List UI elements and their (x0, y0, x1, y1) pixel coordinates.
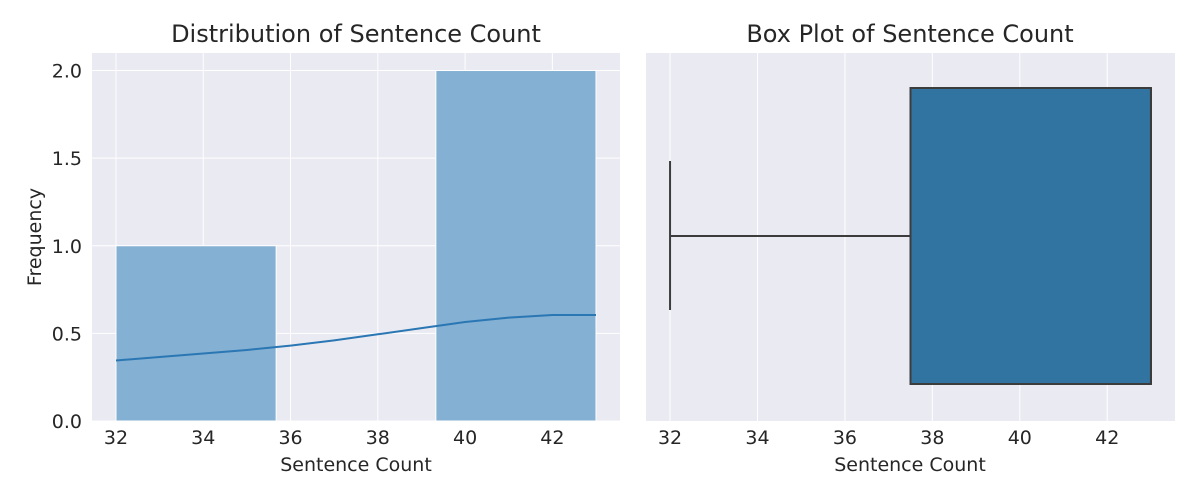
histogram-bar (435, 70, 597, 422)
boxplot-x-tick-label: 32 (658, 427, 682, 449)
histogram-y-tick-label: 2.0 (52, 61, 82, 83)
histogram-y-tick-label: 1.0 (52, 236, 82, 258)
box (909, 87, 1152, 385)
boxplot-x-tick-label: 42 (1095, 427, 1119, 449)
histogram-x-tick-labels: 32 34 36 38 40 42 (104, 427, 565, 449)
boxplot-x-tick-label: 36 (833, 427, 857, 449)
histogram-x-tick-label: 42 (540, 427, 564, 449)
histogram-x-tick-label: 34 (191, 427, 215, 449)
histogram-x-tick-label: 32 (104, 427, 128, 449)
boxplot-x-tick-label: 34 (745, 427, 769, 449)
boxplot-x-tick-label: 40 (1008, 427, 1032, 449)
histogram-x-axis-label: Sentence Count (280, 454, 432, 476)
histogram-bar (115, 245, 277, 422)
histogram-x-tick-label: 36 (278, 427, 302, 449)
boxplot-title: Box Plot of Sentence Count (746, 20, 1073, 48)
kde-line (115, 314, 596, 362)
boxplot-elements (669, 87, 1152, 385)
histogram-x-tick-label: 40 (453, 427, 477, 449)
histogram-x-tick-label: 38 (366, 427, 390, 449)
boxplot-x-axis-label: Sentence Count (834, 454, 986, 476)
histogram-bars (115, 70, 597, 422)
boxplot-x-tick-labels: 32 34 36 38 40 42 (658, 427, 1119, 449)
histogram-y-tick-label: 0.0 (52, 411, 82, 433)
histogram-title: Distribution of Sentence Count (171, 20, 541, 48)
histogram-y-tick-label: 1.5 (52, 148, 82, 170)
boxplot-panel: 32 34 36 38 40 42 Box Plot of Sentence Count … (646, 20, 1175, 476)
histogram-y-tick-label: 0.5 (52, 323, 82, 345)
histogram-panel: 32 34 36 38 40 42 0.0 0.5 1.0 1.5 2.0 Distributio… (24, 20, 620, 476)
histogram-y-axis-label: Frequency (24, 188, 46, 286)
boxplot-x-tick-label: 38 (920, 427, 944, 449)
histogram-y-tick-labels: 0.0 0.5 1.0 1.5 2.0 (52, 61, 82, 433)
